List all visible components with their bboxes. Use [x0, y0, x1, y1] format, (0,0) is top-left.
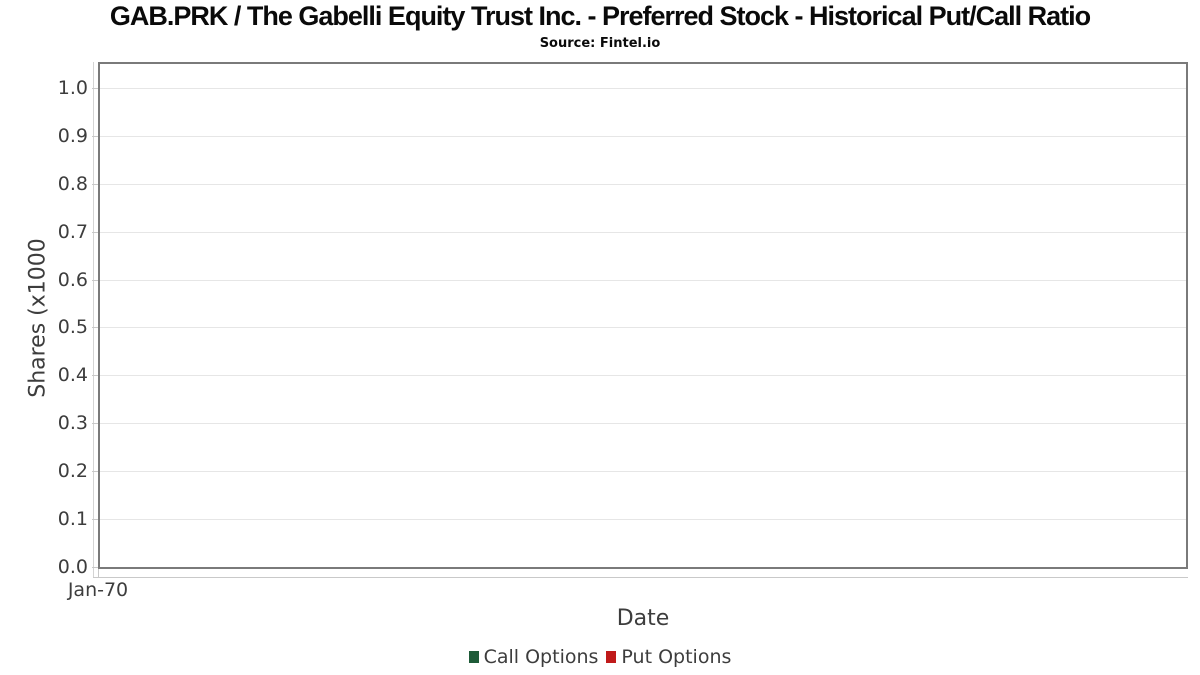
- x-tick-label: Jan-70: [67, 579, 129, 601]
- y-axis-line: [93, 62, 94, 577]
- legend-label-call-options: Call Options: [483, 646, 599, 668]
- y-tick-mark: [92, 327, 98, 328]
- y-gridline: [100, 280, 1186, 281]
- y-tick-label: 0.2: [57, 460, 88, 482]
- x-axis-line: [93, 577, 1188, 578]
- legend-item-call-options: Call Options: [468, 646, 599, 668]
- y-tick-label: 0.4: [57, 364, 88, 386]
- y-tick-mark: [92, 375, 98, 376]
- y-tick-mark: [92, 232, 98, 233]
- y-tick-mark: [92, 136, 98, 137]
- y-tick-mark: [92, 88, 98, 89]
- y-gridline: [100, 423, 1186, 424]
- y-tick-label: 0.7: [57, 221, 88, 243]
- y-tick-label: 0.0: [57, 556, 88, 578]
- y-tick-mark: [92, 471, 98, 472]
- y-tick-label: 0.9: [57, 125, 88, 147]
- y-gridline: [100, 232, 1186, 233]
- call-options-swatch-icon: [468, 651, 479, 663]
- y-gridline: [100, 471, 1186, 472]
- y-tick-label: 1.0: [57, 77, 88, 99]
- y-tick-label: 0.8: [57, 173, 88, 195]
- legend: Call Options Put Options: [0, 646, 1200, 668]
- x-axis-title: Date: [616, 606, 670, 631]
- y-gridline: [100, 327, 1186, 328]
- y-gridline: [100, 88, 1186, 89]
- y-gridline: [100, 375, 1186, 376]
- y-tick-mark: [92, 184, 98, 185]
- y-tick-label: 0.1: [57, 508, 88, 530]
- y-tick-mark: [92, 519, 98, 520]
- plot-area: [98, 62, 1188, 569]
- legend-item-put-options: Put Options: [606, 646, 731, 668]
- y-tick-mark: [92, 280, 98, 281]
- chart-subtitle: Source: Fintel.io: [539, 36, 661, 51]
- y-tick-label: 0.5: [57, 316, 88, 338]
- y-tick-label: 0.6: [57, 269, 88, 291]
- put-options-swatch-icon: [606, 651, 617, 663]
- y-gridline: [100, 184, 1186, 185]
- y-tick-mark: [92, 567, 98, 568]
- y-gridline: [100, 136, 1186, 137]
- y-gridline: [100, 519, 1186, 520]
- y-tick-mark: [92, 423, 98, 424]
- legend-label-put-options: Put Options: [621, 646, 732, 668]
- x-tick-mark: [98, 569, 99, 577]
- y-tick-label: 0.3: [57, 412, 88, 434]
- chart-title: GAB.PRK / The Gabelli Equity Trust Inc. …: [109, 1, 1091, 31]
